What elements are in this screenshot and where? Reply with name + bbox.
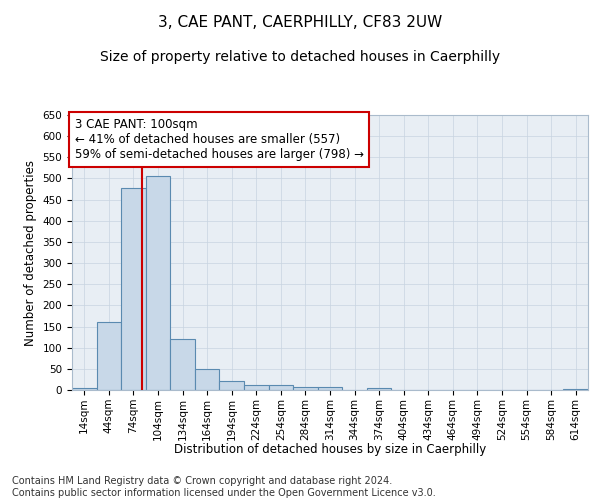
- Text: Distribution of detached houses by size in Caerphilly: Distribution of detached houses by size …: [174, 442, 486, 456]
- Bar: [146, 176, 170, 390]
- Bar: [318, 388, 342, 390]
- Bar: [269, 385, 293, 390]
- Text: 3, CAE PANT, CAERPHILLY, CF83 2UW: 3, CAE PANT, CAERPHILLY, CF83 2UW: [158, 15, 442, 30]
- Text: Size of property relative to detached houses in Caerphilly: Size of property relative to detached ho…: [100, 50, 500, 64]
- Bar: [220, 380, 244, 390]
- Bar: [293, 386, 318, 390]
- Bar: [170, 339, 195, 390]
- Bar: [97, 322, 121, 390]
- Text: 3 CAE PANT: 100sqm
← 41% of detached houses are smaller (557)
59% of semi-detach: 3 CAE PANT: 100sqm ← 41% of detached hou…: [74, 118, 364, 161]
- Bar: [72, 388, 97, 390]
- Y-axis label: Number of detached properties: Number of detached properties: [24, 160, 37, 346]
- Bar: [244, 384, 269, 390]
- Bar: [563, 388, 588, 390]
- Bar: [195, 369, 220, 390]
- Bar: [121, 188, 146, 390]
- Bar: [367, 388, 391, 390]
- Text: Contains HM Land Registry data © Crown copyright and database right 2024.
Contai: Contains HM Land Registry data © Crown c…: [12, 476, 436, 498]
